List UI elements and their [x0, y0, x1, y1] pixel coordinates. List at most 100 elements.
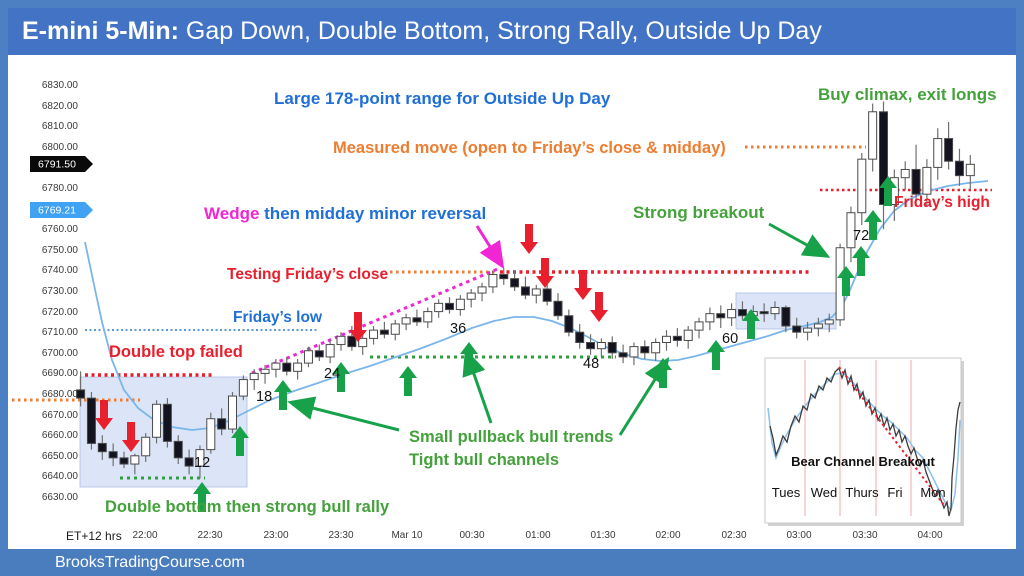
- double-top-failed-label: Double top failed: [109, 341, 243, 364]
- candle-bar: [868, 103, 878, 172]
- x-axis-label: 03:30: [852, 530, 878, 541]
- buy-signal-arrow-icon: [193, 482, 211, 512]
- candle-bar: [390, 319, 400, 341]
- candle-bar: [683, 326, 693, 349]
- y-axis-label: 6750.00: [41, 245, 78, 256]
- candle-bar: [314, 344, 324, 362]
- buy-signal-arrow-icon: [879, 176, 897, 206]
- buy-climax-label-text: Buy climax, exit longs: [818, 85, 997, 104]
- candle-bar: [282, 356, 292, 376]
- sell-signal-arrow-icon: [349, 312, 367, 342]
- timezone-note: ET+12 hrs: [66, 529, 122, 543]
- buy-signal-arrow-icon: [231, 426, 249, 456]
- candle-bar: [575, 323, 585, 349]
- buy-signal-arrow-icon: [864, 210, 882, 240]
- svg-text:6769.21: 6769.21: [38, 205, 76, 217]
- candle-bar: [162, 398, 172, 448]
- inset-price-line: [769, 366, 961, 517]
- candle-bar: [303, 346, 313, 368]
- x-axis-label: 03:00: [786, 530, 812, 541]
- candle-bar: [629, 342, 639, 366]
- fridays-low-label-text: Friday’s low: [233, 309, 323, 326]
- fridays-high-label-text: Friday’s high: [894, 194, 990, 211]
- candle-bar: [271, 358, 281, 378]
- candle-bar: [108, 443, 118, 467]
- large-range-label-text: Large 178-point range for Outside Up Day: [274, 89, 611, 108]
- sell-signal-arrow-icon: [574, 270, 592, 300]
- candle-bar: [792, 317, 802, 339]
- buy-climax-label: Buy climax, exit longs: [818, 83, 997, 107]
- candle-bar: [466, 288, 476, 308]
- sell-signal-arrow-icon: [95, 400, 113, 430]
- y-axis-label: 6690.00: [41, 368, 78, 379]
- candle-bar: [803, 321, 813, 341]
- candle-bar: [86, 391, 96, 450]
- candle-bar: [412, 309, 422, 327]
- candle-bar: [97, 435, 107, 460]
- candle-bar: [423, 307, 433, 329]
- candle-bar: [781, 305, 791, 333]
- x-axis-label: 01:30: [590, 530, 616, 541]
- x-axis-label: 02:00: [655, 530, 681, 541]
- candle-bar: [900, 161, 910, 191]
- candle-bar: [510, 270, 520, 291]
- testing-fridays-close-label: Testing Friday’s close: [227, 264, 388, 286]
- candle-bar: [662, 330, 671, 351]
- pullback-trends-label-text: Small pullback bull trends: [409, 428, 614, 446]
- wedge-pointer: [475, 225, 505, 270]
- pullback-trends-label: Small pullback bull trends Tight bull cha…: [409, 426, 613, 472]
- inset-day-label: Wed: [810, 485, 838, 500]
- y-axis-label: 6670.00: [41, 410, 78, 421]
- candle-bar: [759, 303, 769, 322]
- double-bottom-label: Double bottom then strong bull rally: [105, 496, 389, 519]
- buy-signal-arrow-icon: [707, 340, 725, 370]
- wedge-label-text: Wedge: [204, 204, 260, 223]
- last-price-tag: 6791.50: [30, 156, 93, 172]
- candle-bar: [586, 334, 596, 355]
- x-axis-label: 00:30: [459, 530, 485, 541]
- x-axis-label: 23:30: [328, 530, 354, 541]
- footer-watermark: BrooksTradingCourse.com: [55, 554, 245, 571]
- candle-bar: [152, 400, 162, 444]
- candle-bar: [737, 301, 747, 320]
- footer-bar: BrooksTradingCourse.com: [0, 549, 1024, 576]
- y-axis-label: 6800.00: [41, 142, 78, 153]
- candle-bar: [564, 309, 574, 337]
- y-axis-label: 6660.00: [41, 430, 78, 441]
- measured-move-label-text: Measured move (open to Friday’s close & …: [333, 139, 726, 157]
- candle-bar: [477, 282, 487, 302]
- bar-count-label: 60: [722, 331, 739, 347]
- candle-bar: [228, 391, 237, 434]
- candle-bar: [944, 122, 954, 170]
- candle-bar: [542, 282, 552, 306]
- sell-signal-arrow-icon: [520, 224, 538, 254]
- pullback-trends-label-text: Tight bull channels: [409, 451, 560, 470]
- candle-bar: [954, 148, 964, 186]
- inset-title: Bear Channel Breakout: [791, 454, 935, 469]
- bar-count-label: 48: [583, 356, 600, 372]
- candle-bar: [857, 152, 867, 226]
- fridays-low-label: Friday’s low: [233, 307, 322, 329]
- y-axis-label: 6680.00: [41, 389, 78, 400]
- candle-bar: [488, 270, 498, 294]
- y-axis-label: 6650.00: [41, 451, 78, 462]
- pullback-pointer-left: [287, 396, 400, 432]
- inset-day-label: Fri: [887, 485, 903, 500]
- candle-bar: [76, 371, 86, 407]
- x-axis-label: 04:00: [917, 530, 943, 541]
- candle-bar: [217, 408, 227, 436]
- candle-bar: [716, 305, 726, 329]
- bar-count-label: 72: [853, 228, 870, 244]
- y-axis-label: 6780.00: [41, 183, 78, 194]
- candle-bar: [672, 328, 682, 347]
- y-axis-label: 6700.00: [41, 348, 78, 359]
- bar-count-label: 12: [194, 455, 211, 471]
- candle-bar: [705, 307, 715, 331]
- candle-bar: [119, 451, 129, 469]
- candle-bar: [130, 453, 140, 475]
- buy-signal-arrow-icon: [399, 366, 417, 396]
- title-description: Gap Down, Double Bottom, Strong Rally, O…: [178, 17, 822, 45]
- x-axis-label: Mar 10: [391, 530, 423, 541]
- candle-bar: [651, 338, 661, 362]
